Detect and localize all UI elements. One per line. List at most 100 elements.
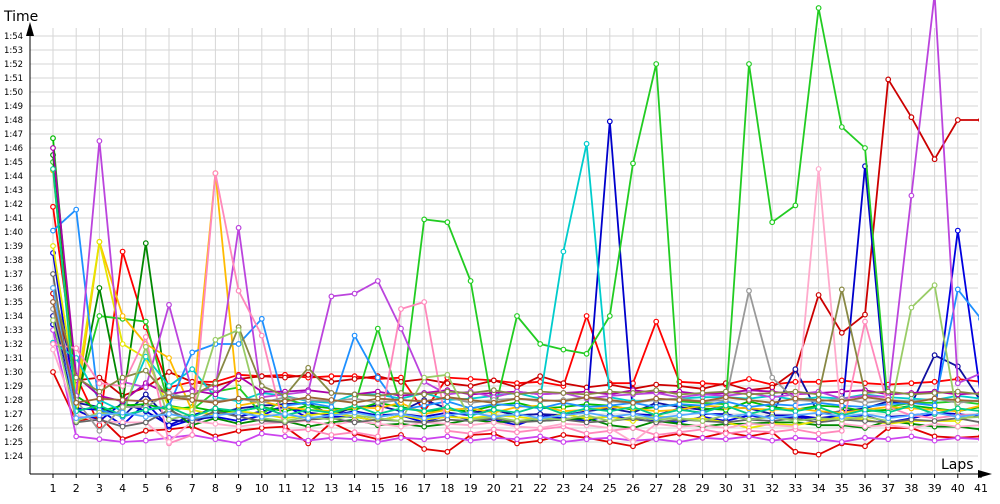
y-tick-label: 1:47 — [4, 130, 23, 140]
data-point — [398, 423, 404, 430]
data-point — [862, 399, 868, 406]
data-point — [954, 405, 961, 412]
data-point — [885, 409, 892, 416]
data-point — [769, 374, 776, 381]
data-point — [166, 394, 172, 401]
data-point — [722, 388, 729, 395]
y-tick-labels: 1:24 1:25 1:26 1:27 1:28 1:29 1:30 1:31 1:32 1:33… — [4, 32, 23, 462]
data-point — [815, 391, 822, 398]
x-tick-label: 21 — [510, 482, 524, 495]
data-point — [189, 366, 196, 373]
data-point — [142, 413, 149, 420]
data-point — [73, 374, 80, 381]
data-point — [653, 61, 660, 67]
x-tick-label: 33 — [788, 482, 802, 495]
data-point — [328, 422, 335, 429]
data-point — [722, 413, 729, 420]
data-point — [212, 399, 219, 406]
data-point — [467, 383, 474, 389]
data-point — [142, 437, 149, 444]
data-point — [722, 394, 729, 401]
data-point — [978, 420, 979, 425]
x-axis-title: Laps — [941, 457, 974, 473]
data-point — [583, 409, 590, 416]
data-point — [444, 448, 451, 455]
data-point — [50, 203, 56, 210]
data-point — [305, 371, 312, 378]
x-tick-label: 13 — [324, 482, 338, 495]
y-tick-label: 1:24 — [4, 452, 23, 462]
data-point — [166, 411, 172, 417]
data-point — [490, 377, 497, 384]
data-point — [467, 430, 474, 437]
data-point — [444, 388, 451, 395]
x-axis-arrow — [978, 470, 992, 478]
data-point — [583, 430, 590, 437]
data-point — [50, 341, 56, 347]
data-point — [630, 390, 636, 396]
data-point — [978, 316, 979, 321]
data-point — [189, 397, 196, 403]
data-point — [119, 397, 126, 403]
data-point — [746, 397, 752, 403]
data-point — [537, 397, 544, 403]
x-tick-label: 30 — [719, 482, 733, 495]
data-point — [305, 394, 312, 401]
data-point — [212, 336, 219, 343]
data-point — [398, 306, 404, 312]
data-point — [467, 390, 474, 396]
y-tick-label: 1:25 — [4, 438, 23, 448]
data-point — [746, 61, 752, 67]
data-point — [537, 433, 544, 440]
x-tick-label: 4 — [119, 482, 126, 495]
data-point — [931, 378, 938, 385]
data-point — [746, 416, 752, 423]
data-point — [50, 145, 56, 151]
axes-layer — [26, 22, 992, 478]
data-point — [606, 118, 613, 125]
data-point — [142, 427, 149, 434]
data-point — [514, 313, 520, 319]
y-tick-label: 1:33 — [4, 326, 23, 336]
data-point — [885, 388, 892, 395]
data-point — [931, 409, 938, 416]
data-point — [815, 397, 822, 403]
data-point — [769, 429, 776, 436]
data-point — [258, 383, 265, 389]
data-point — [351, 376, 358, 382]
data-point — [50, 135, 56, 142]
x-tick-label: 35 — [835, 482, 849, 495]
data-point — [444, 412, 451, 419]
data-point — [931, 390, 938, 396]
y-tick-label: 1:40 — [4, 228, 23, 238]
series-25 — [50, 299, 979, 406]
data-point — [676, 391, 683, 398]
data-point — [746, 376, 752, 382]
x-tick-label: 6 — [166, 482, 173, 495]
data-point — [908, 391, 915, 398]
data-point — [166, 369, 172, 375]
x-tick-label: 27 — [649, 482, 663, 495]
data-point — [490, 387, 497, 394]
data-point — [166, 439, 172, 445]
x-tick-label: 2 — [73, 482, 80, 495]
data-point — [699, 434, 706, 441]
data-point — [885, 404, 892, 410]
data-point — [50, 299, 56, 305]
data-point — [676, 439, 683, 445]
data-point — [630, 439, 636, 445]
x-tick-label: 5 — [142, 482, 149, 495]
data-point — [885, 415, 892, 422]
data-point — [792, 423, 799, 430]
data-point — [954, 286, 961, 293]
data-point — [606, 408, 613, 415]
data-point — [444, 427, 451, 434]
data-point — [908, 412, 915, 419]
data-point — [444, 394, 451, 401]
data-point — [351, 332, 358, 339]
data-point — [954, 388, 961, 395]
data-point — [119, 248, 126, 255]
data-point — [351, 419, 358, 426]
data-point — [537, 425, 544, 431]
data-point — [421, 216, 428, 223]
